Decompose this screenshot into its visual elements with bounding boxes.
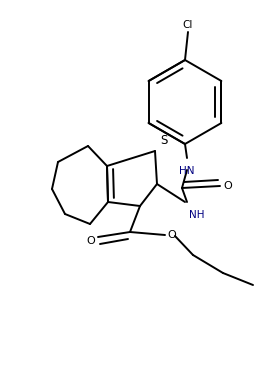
Text: O: O bbox=[223, 181, 232, 191]
Text: O: O bbox=[86, 236, 95, 246]
Text: HN: HN bbox=[179, 166, 195, 176]
Text: S: S bbox=[160, 134, 167, 147]
Text: O: O bbox=[167, 230, 176, 240]
Text: Cl: Cl bbox=[183, 20, 193, 30]
Text: NH: NH bbox=[189, 210, 205, 220]
